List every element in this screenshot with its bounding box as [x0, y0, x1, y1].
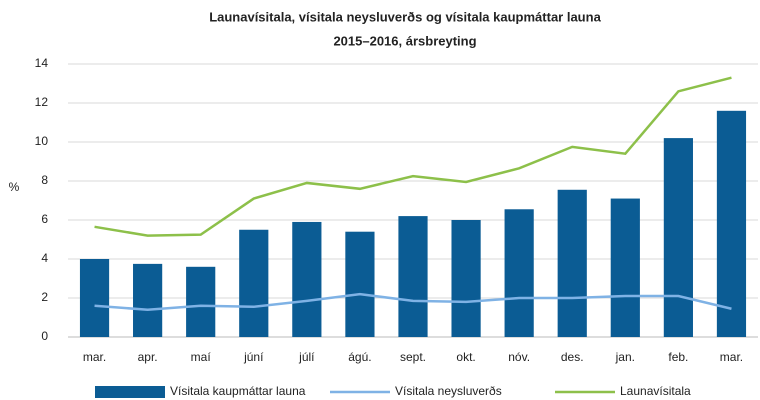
x-tick-label: júní [243, 350, 264, 364]
x-tick-label: maí [191, 350, 212, 364]
x-tick-label: feb. [668, 350, 688, 364]
x-tick-label: sept. [400, 350, 426, 364]
bar [716, 110, 747, 337]
bar [663, 138, 693, 337]
x-tick-label: ágú. [348, 350, 371, 364]
y-tick-label: 8 [41, 173, 48, 187]
y-tick-label: 4 [41, 251, 48, 265]
bar [345, 231, 375, 337]
y-tick-label: 2 [41, 290, 48, 304]
y-axis-label: % [9, 180, 20, 194]
y-tick-label: 10 [35, 134, 49, 148]
x-tick-label: júlí [298, 350, 315, 364]
x-tick-label: des. [561, 350, 584, 364]
x-tick-label: mar. [720, 350, 743, 364]
chart-title: Launavísitala, vísitala neysluverðs og v… [209, 9, 601, 24]
bar [610, 198, 640, 337]
bar [451, 220, 481, 337]
bar [504, 209, 534, 337]
legend-label: Vísitala kaupmáttar launa [170, 384, 306, 398]
bar [133, 263, 163, 337]
x-tick-label: jan. [615, 350, 635, 364]
bar [292, 221, 322, 337]
x-tick-label: nóv. [508, 350, 530, 364]
bar [239, 229, 269, 337]
y-tick-label: 14 [35, 56, 49, 70]
chart-subtitle: 2015–2016, ársbreyting [333, 33, 476, 48]
bar [557, 189, 587, 337]
x-tick-label: okt. [456, 350, 475, 364]
x-tick-label: mar. [83, 350, 106, 364]
bar [186, 266, 216, 337]
bar [398, 216, 428, 337]
line [94, 76, 732, 237]
legend-label: Vísitala neysluverðs [395, 384, 502, 398]
legend-swatch [95, 386, 165, 398]
bar [79, 259, 110, 337]
x-tick-label: apr. [138, 350, 158, 364]
y-tick-label: 12 [35, 95, 49, 109]
line [94, 292, 732, 311]
y-tick-label: 6 [41, 212, 48, 226]
legend-label: Launavísitala [620, 384, 691, 398]
y-tick-label: 0 [41, 329, 48, 343]
